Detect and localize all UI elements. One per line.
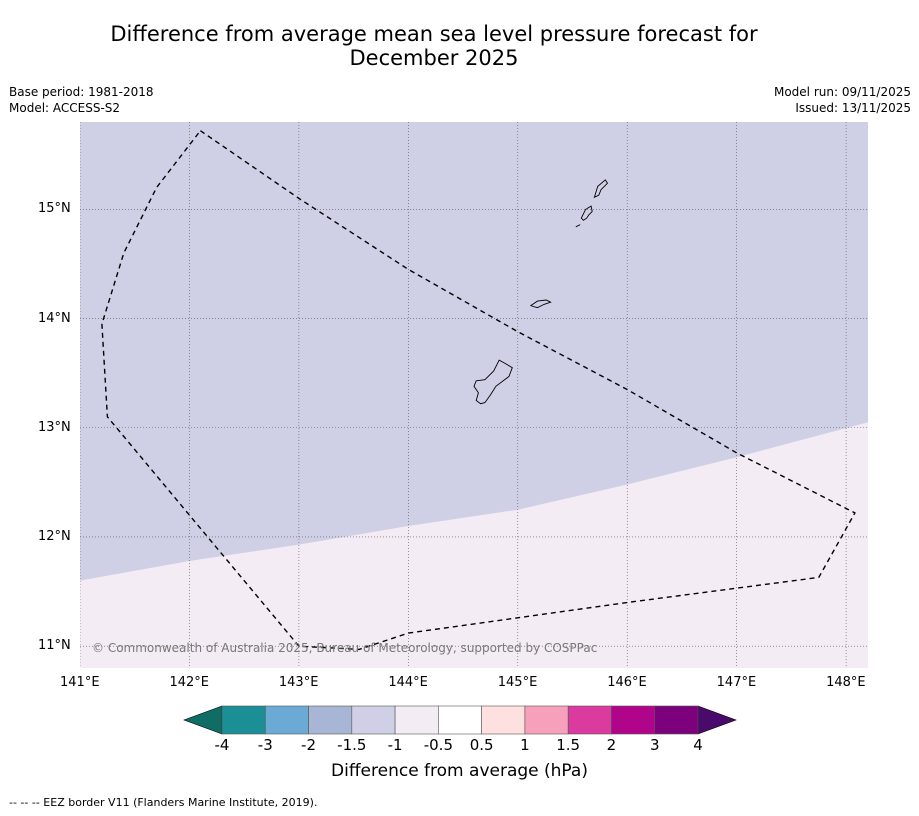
lon-label: 146°E: [607, 675, 647, 690]
colorbar-tick-label: 3: [649, 736, 660, 754]
island-outline-aguijan: [575, 224, 581, 228]
graticule: [80, 122, 868, 668]
colorbar-bin: [611, 705, 656, 735]
chart-title: Difference from average mean sea level p…: [80, 22, 788, 70]
colorbar-bin: [264, 705, 309, 735]
colorbar-tick-label: -3: [257, 736, 273, 754]
eez-border: [101, 130, 856, 651]
colorbar-bin: [394, 705, 439, 735]
anomaly-zone-south: [80, 422, 868, 668]
lon-label: 143°E: [278, 675, 319, 690]
colorbar-bin: [308, 705, 353, 735]
model-name: Model: ACCESS-S2: [9, 101, 121, 115]
issued-date: Issued: 13/11/2025: [795, 101, 911, 115]
colorbar-over-arrow: [697, 705, 737, 735]
colorbar-under-arrow: [183, 705, 223, 735]
colorbar-tick-label: -4: [214, 736, 230, 754]
base-period: Base period: 1981-2018: [9, 85, 154, 99]
colorbar: [183, 705, 737, 735]
lon-label: 141°E: [60, 675, 100, 690]
colorbar-label: Difference from average (hPa): [331, 761, 588, 781]
colorbar-bin: [567, 705, 612, 735]
island-outline-tinian: [580, 205, 593, 221]
lon-label: 145°E: [497, 675, 538, 690]
title-line-1: Difference from average mean sea level p…: [110, 22, 758, 46]
colorbar-bin: [221, 705, 266, 735]
colorbar-tick-label: -0.5: [423, 736, 453, 754]
model-run: Model run: 09/11/2025: [773, 85, 911, 99]
title-line-2: December 2025: [349, 46, 519, 70]
colorbar-tick-label: 1.5: [556, 736, 581, 754]
lon-label: 144°E: [388, 675, 428, 690]
lon-label: 147°E: [716, 675, 757, 690]
islands: [473, 179, 609, 405]
colorbar-tick-label: 1: [520, 736, 530, 754]
lon-label: 148°E: [826, 675, 866, 690]
lon-label: 142°E: [169, 675, 209, 690]
lat-label: 11°N: [38, 638, 71, 654]
colorbar-bin: [524, 705, 569, 735]
meta-left: Base period: 1981-2018 Model: ACCESS-S2: [9, 84, 154, 116]
meta-right: Model run: 09/11/2025 Issued: 13/11/2025: [774, 84, 911, 116]
colorbar-tick-label: -2: [301, 736, 317, 754]
colorbar-tick-label: -1.5: [337, 736, 367, 754]
colorbar-tick-label: 2: [606, 736, 617, 754]
colorbar-tick-label: 4: [693, 736, 703, 754]
colorbar-bin: [351, 705, 396, 735]
copyright-notice: © Commonwealth of Australia 2025, Bureau…: [92, 641, 598, 655]
colorbar-bin: [654, 705, 699, 735]
colorbar-tick-label: 0.5: [469, 736, 494, 754]
lat-label: 14°N: [38, 310, 71, 326]
colorbar-tick-label: -1: [387, 736, 403, 754]
island-outline-rota: [529, 299, 552, 309]
lat-label: 12°N: [38, 528, 71, 544]
lat-label: 13°N: [38, 419, 71, 435]
colorbar-bin: [438, 705, 482, 735]
island-outline-saipan: [593, 179, 609, 199]
lat-label: 15°N: [38, 201, 71, 217]
footer-note: -- -- -- EEZ border V11 (Flanders Marine…: [9, 796, 318, 809]
island-outline-guam: [473, 359, 513, 405]
colorbar-bin: [481, 705, 526, 735]
